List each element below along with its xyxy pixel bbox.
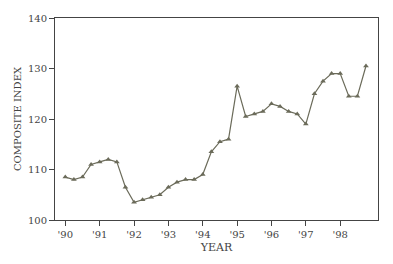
svg-text:100: 100 — [28, 215, 47, 226]
svg-text:'91: '91 — [92, 229, 107, 240]
svg-text:COMPOSITE INDEX: COMPOSITE INDEX — [12, 66, 23, 171]
svg-text:'98: '98 — [332, 229, 347, 240]
svg-text:'94: '94 — [195, 229, 210, 240]
svg-text:'96: '96 — [264, 229, 279, 240]
svg-text:'93: '93 — [161, 229, 176, 240]
svg-text:YEAR: YEAR — [200, 241, 233, 254]
svg-text:110: 110 — [28, 164, 47, 175]
svg-text:'92: '92 — [126, 229, 141, 240]
svg-text:120: 120 — [28, 114, 47, 125]
svg-text:'95: '95 — [229, 229, 244, 240]
svg-text:'90: '90 — [58, 229, 73, 240]
svg-text:'97: '97 — [298, 229, 313, 240]
svg-text:140: 140 — [28, 13, 47, 24]
svg-text:130: 130 — [28, 63, 47, 74]
